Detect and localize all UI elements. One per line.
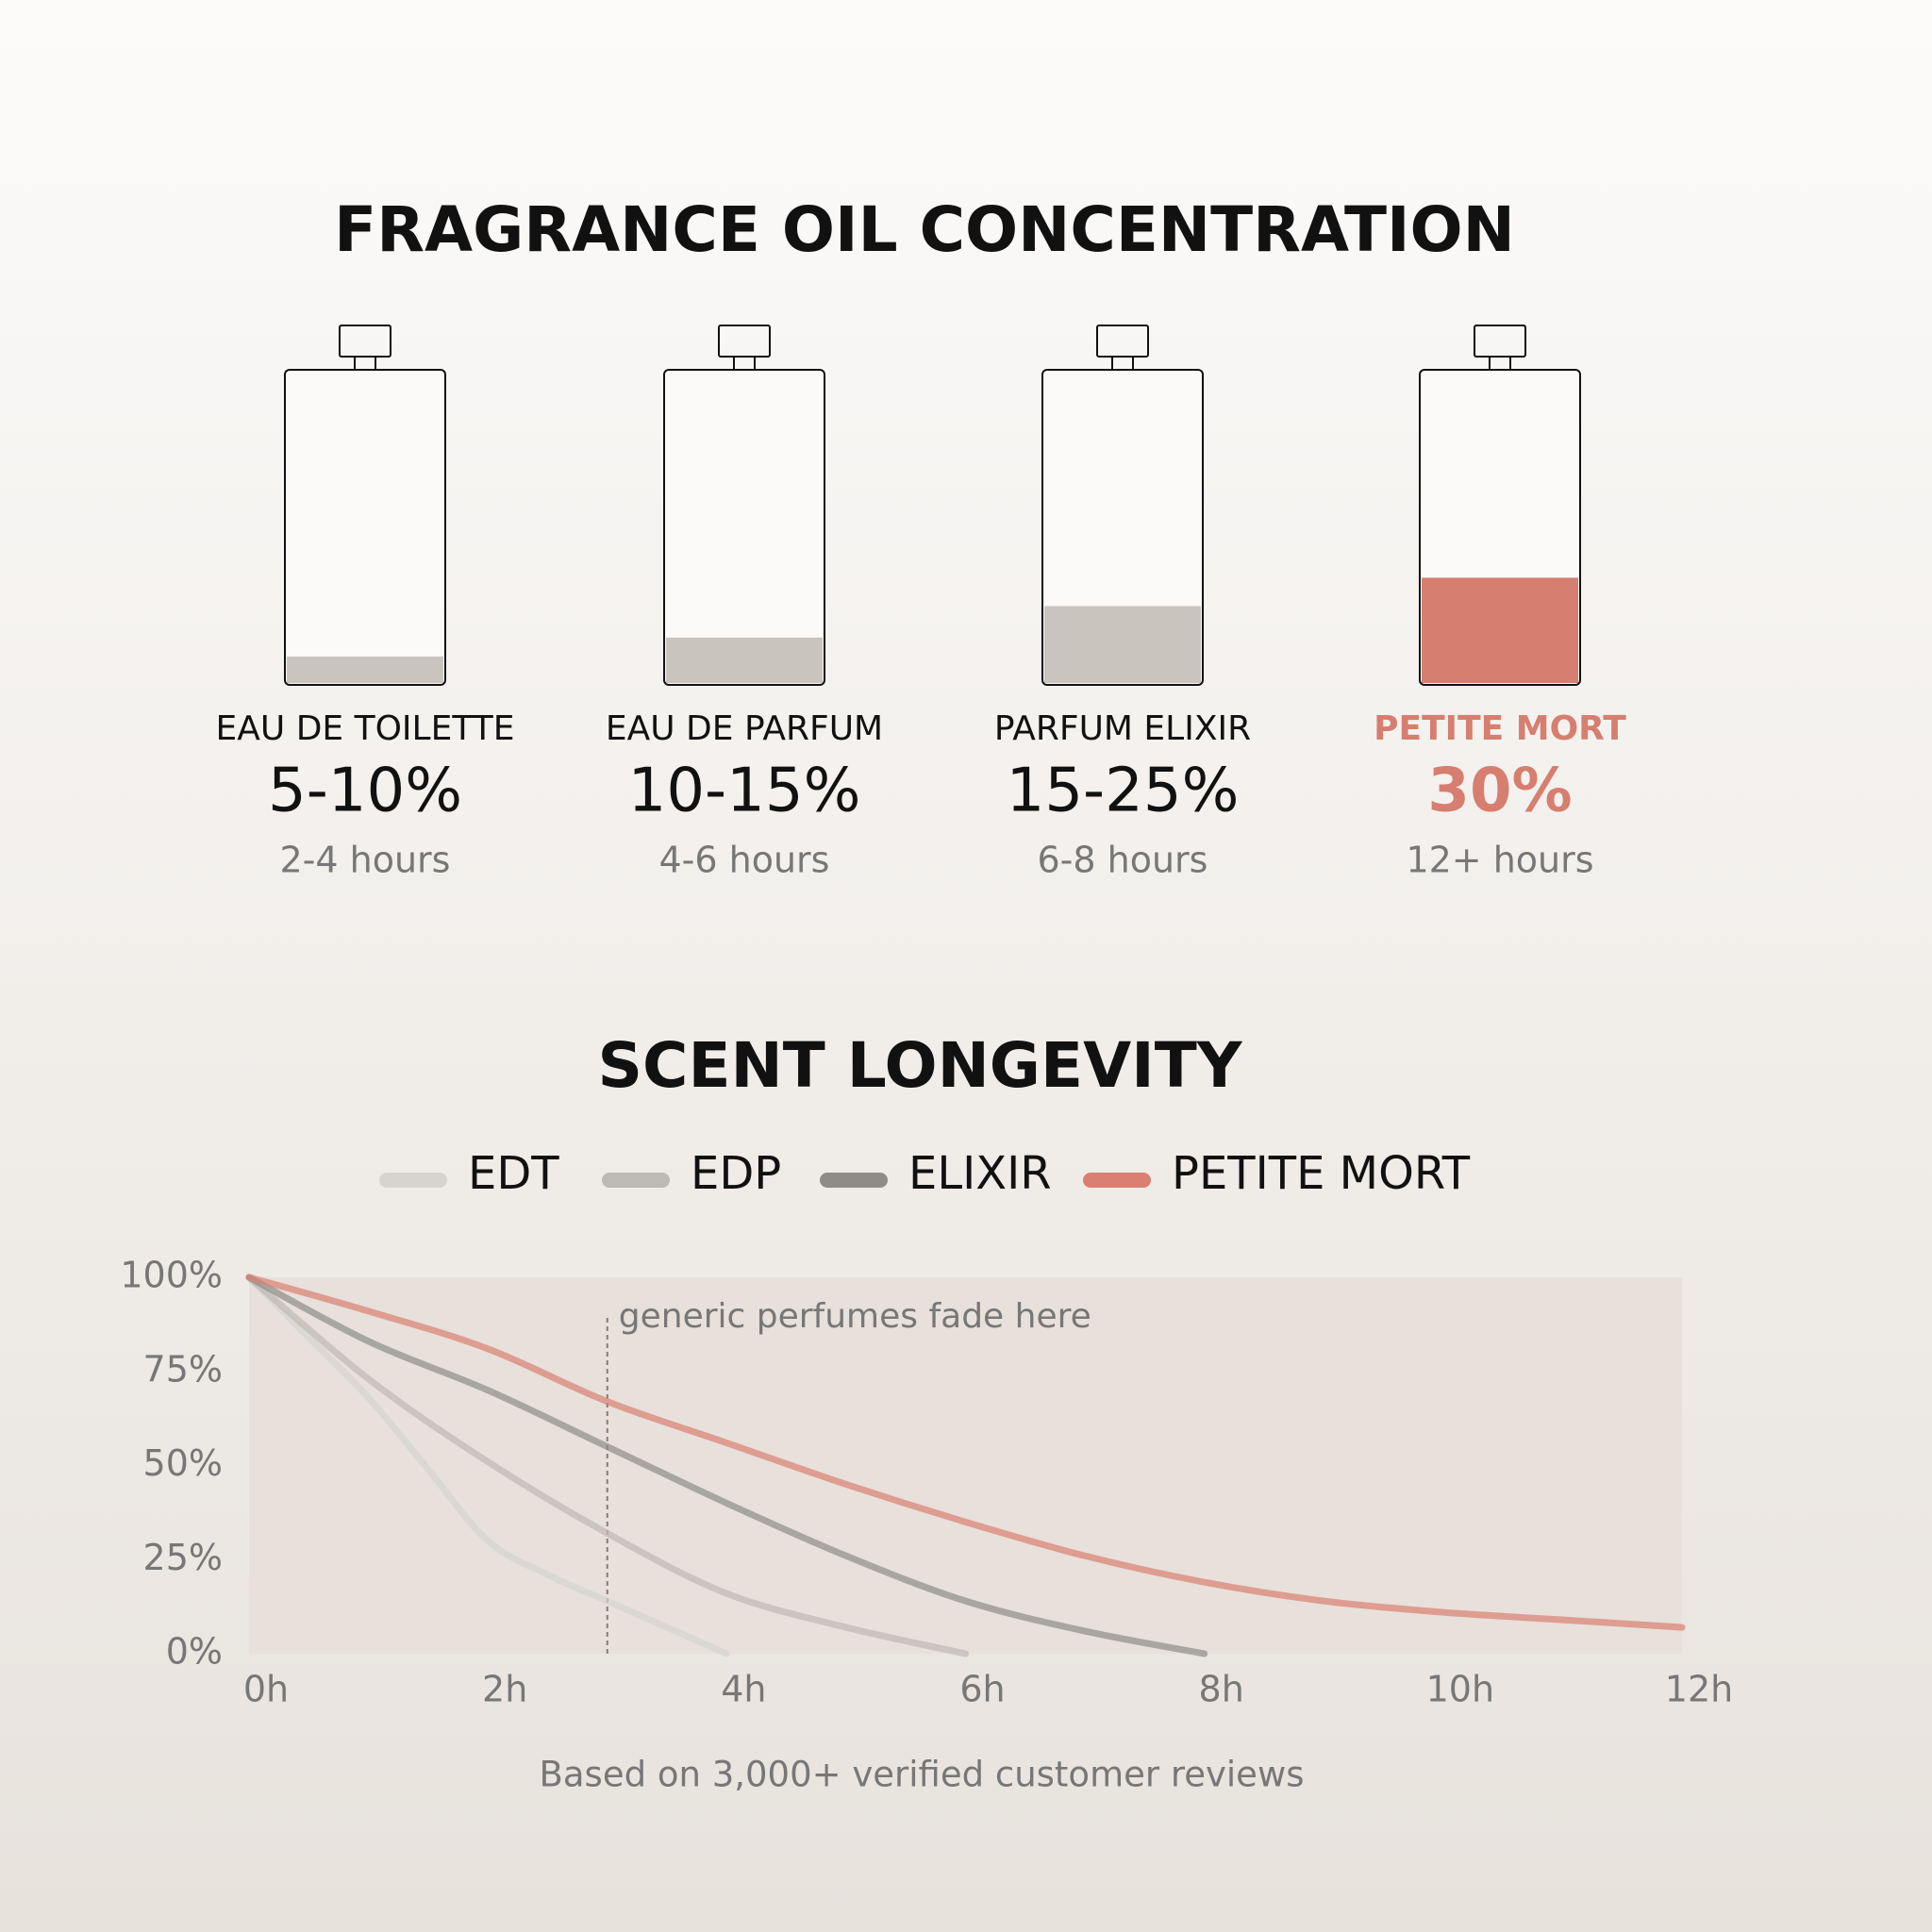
concentration: 10-15% [628, 757, 861, 826]
x-tick-label: 6h [959, 1669, 1005, 1710]
concentration: 5-10% [268, 757, 462, 826]
x-tick-label: 0h [243, 1669, 289, 1710]
category-label: PETITE MORT [1374, 709, 1626, 748]
bottle-fill [666, 637, 823, 683]
concentration: 15-25% [1007, 757, 1240, 826]
x-tick-label: 12h [1665, 1669, 1733, 1710]
bottle-body [663, 369, 825, 686]
category-label: PARFUM ELIXIR [994, 709, 1251, 748]
legend-label: ELIXIR [908, 1147, 1052, 1200]
category-label: EAU DE PARFUM [606, 709, 883, 748]
duration: 6-8 hours [1038, 840, 1208, 881]
duration: 12+ hours [1406, 840, 1593, 881]
series-line [245, 1274, 1686, 1631]
annotation: generic perfumes fade here [619, 1297, 1091, 1336]
x-tick-label: 10h [1426, 1669, 1494, 1710]
y-tick-label: 0% [166, 1631, 223, 1673]
category-label: EAU DE TOILETTE [216, 709, 515, 748]
bottle-fill [287, 656, 443, 683]
duration: 2-4 hours [280, 840, 451, 881]
bottle-body [284, 369, 446, 686]
concentration: 30% [1427, 757, 1572, 826]
legend-label: EDT [468, 1147, 559, 1200]
title: SCENT LONGEVITY [597, 1029, 1242, 1102]
series-line [245, 1274, 730, 1657]
x-tick-label: 8h [1199, 1669, 1244, 1710]
legend-label: PETITE MORT [1172, 1147, 1471, 1200]
bottle-fill [1044, 606, 1201, 683]
y-tick-label: 50% [143, 1442, 223, 1484]
legend-label: EDP [691, 1147, 781, 1200]
y-tick-label: 25% [143, 1537, 223, 1578]
duration: 4-6 hours [659, 840, 830, 881]
title: FRAGRANCE OIL CONCENTRATION [334, 193, 1515, 266]
y-tick-label: 100% [120, 1255, 223, 1296]
x-tick-label: 2h [482, 1669, 527, 1710]
footnote: Based on 3,000+ verified customer review… [540, 1755, 1305, 1795]
bottle-fill [1422, 577, 1578, 683]
x-tick-label: 4h [721, 1669, 766, 1710]
series-line [245, 1274, 1208, 1657]
series-line [245, 1274, 969, 1657]
y-tick-label: 75% [143, 1348, 223, 1390]
